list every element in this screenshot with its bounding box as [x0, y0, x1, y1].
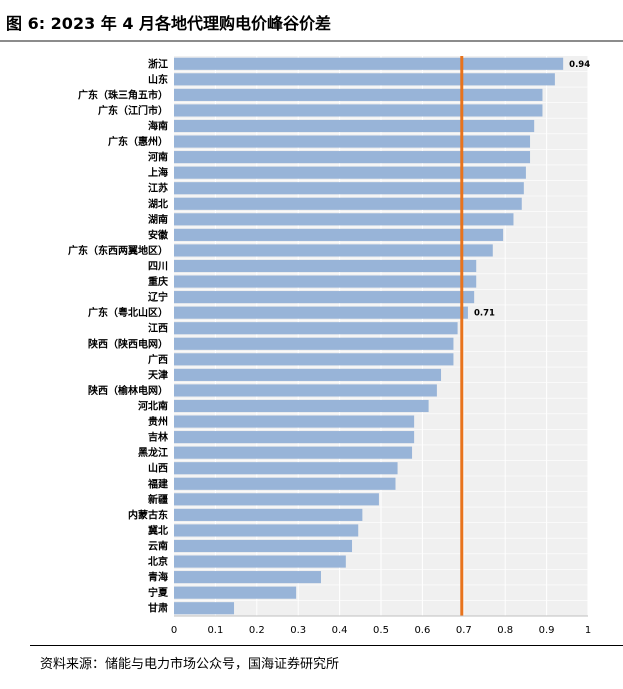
- category-label: 山西: [148, 462, 168, 475]
- grid-lines: [174, 56, 589, 616]
- x-tick-label: 0.5: [373, 625, 389, 636]
- x-tick-label: 0.2: [249, 625, 265, 636]
- bar: [174, 135, 531, 148]
- bar: [174, 182, 524, 195]
- category-label: 黑龙江: [138, 446, 168, 459]
- category-label: 陕西（榆林电网）: [88, 384, 168, 397]
- category-label: 广东（江门市）: [98, 104, 168, 117]
- bar: [174, 228, 504, 241]
- x-tick-label: 0.4: [332, 625, 348, 636]
- category-label: 广东（东西两翼地区）: [68, 244, 168, 257]
- category-label: 新疆: [148, 493, 168, 506]
- category-label: 湖南: [148, 213, 168, 226]
- bar: [174, 306, 468, 319]
- bar: [174, 368, 442, 381]
- source-note: 资料来源：储能与电力市场公众号，国海证券研究所: [40, 657, 340, 672]
- x-tick-labels: 0 0.1 0.2 0.3 0.4 0.5 0.6 0.7 0.8 0.9 1: [171, 625, 591, 636]
- category-label: 河北南: [138, 400, 168, 413]
- category-label: 河南: [148, 151, 168, 164]
- bar: [174, 493, 379, 506]
- bar: [174, 462, 398, 475]
- category-label: 海南: [148, 120, 168, 133]
- data-label: 0.94: [569, 60, 590, 70]
- x-tick-label: 0.9: [539, 625, 555, 636]
- bar: [174, 477, 396, 490]
- category-label: 广西: [148, 353, 168, 366]
- category-label: 吉林: [148, 431, 169, 444]
- category-label: 重庆: [148, 275, 168, 288]
- bar: [174, 322, 458, 335]
- x-tick-label: 0.7: [456, 625, 472, 636]
- category-label: 陕西（陕西电网）: [88, 337, 168, 350]
- bar: [174, 431, 415, 444]
- bar: [174, 337, 454, 350]
- bar: [174, 197, 522, 210]
- bar: [174, 275, 477, 288]
- bar: [174, 555, 346, 568]
- x-tick-label: 1: [585, 625, 591, 636]
- category-label: 安徽: [148, 228, 169, 241]
- bar: [174, 291, 475, 304]
- bar: [174, 151, 531, 164]
- category-label: 内蒙古东: [128, 508, 168, 521]
- bar: [174, 57, 564, 70]
- category-label: 广东（珠三角五市）: [78, 88, 168, 101]
- x-tick-label: 0: [171, 625, 177, 636]
- category-label: 浙江: [148, 57, 168, 70]
- bar: [174, 415, 415, 428]
- category-label: 山东: [148, 73, 168, 86]
- category-label: 北京: [148, 555, 168, 568]
- title-divider: [0, 40, 623, 42]
- category-label: 贵州: [148, 415, 168, 428]
- bar: [174, 602, 235, 615]
- category-label: 云南: [148, 540, 168, 553]
- bar: [174, 166, 526, 179]
- bars: [174, 57, 564, 615]
- category-label: 辽宁: [148, 291, 168, 304]
- category-label: 江苏: [148, 182, 168, 195]
- bar: [174, 73, 555, 86]
- bar: [174, 88, 543, 101]
- bar: [174, 213, 514, 226]
- data-labels: 0.94 0.71: [474, 60, 590, 319]
- category-label: 福建: [147, 477, 169, 490]
- bar: [174, 571, 321, 584]
- bar: [174, 244, 493, 257]
- bar: [174, 104, 543, 117]
- category-label: 江西: [148, 322, 168, 335]
- category-label: 甘肃: [148, 602, 168, 615]
- data-label: 0.71: [474, 309, 495, 319]
- bar: [174, 446, 413, 459]
- bar: [174, 399, 429, 413]
- bar: [174, 259, 477, 273]
- category-label: 上海: [148, 166, 168, 179]
- category-label: 广东（粤北山区）: [88, 306, 168, 319]
- x-tick-label: 0.1: [207, 625, 223, 636]
- category-label: 青海: [148, 571, 168, 584]
- source-divider: [30, 645, 623, 646]
- category-label: 广东（惠州）: [108, 135, 168, 148]
- bar: [174, 586, 297, 599]
- category-label: 冀北: [148, 524, 168, 537]
- figure-title: 图 6: 2023 年 4 月各地代理购电价峰谷价差: [6, 14, 332, 33]
- category-label: 四川: [148, 261, 168, 273]
- bar: [174, 119, 535, 133]
- bar: [174, 524, 359, 537]
- bar: [174, 508, 363, 521]
- x-tick-label: 0.6: [414, 625, 430, 636]
- bar: [174, 539, 353, 553]
- category-label: 宁夏: [148, 586, 169, 599]
- x-tick-label: 0.8: [497, 625, 513, 636]
- x-tick-label: 0.3: [290, 625, 306, 636]
- bar: [174, 353, 454, 366]
- bar: [174, 384, 437, 397]
- category-label: 天津: [148, 368, 168, 381]
- category-label: 湖北: [148, 197, 168, 210]
